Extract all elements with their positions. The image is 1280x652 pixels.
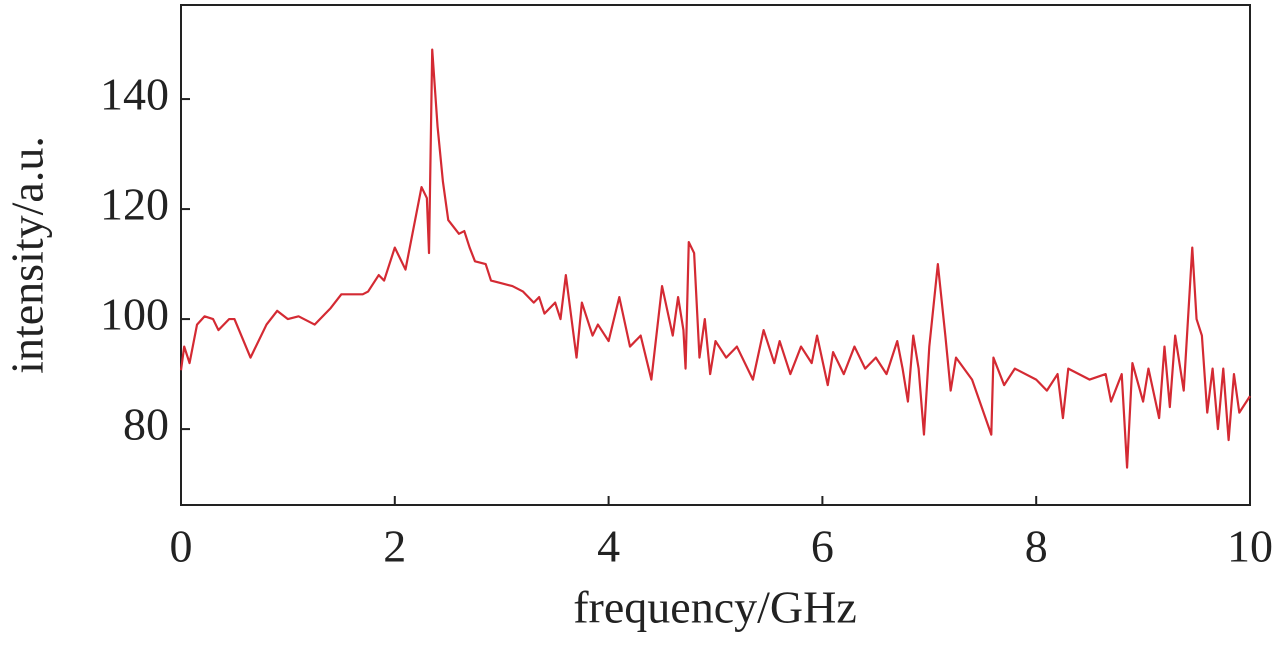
data-line — [179, 48, 1251, 469]
x-tick-label: 8 — [1025, 521, 1048, 572]
x-tick-label: 2 — [383, 521, 406, 572]
x-axis-label: frequency/GHz — [573, 582, 857, 633]
y-tick-label: 100 — [100, 289, 169, 340]
x-tick-label: 4 — [597, 521, 620, 572]
y-tick-label: 140 — [100, 69, 169, 120]
x-tick-label: 10 — [1227, 521, 1273, 572]
y-tick-label: 120 — [100, 179, 169, 230]
x-tick-label: 0 — [170, 521, 193, 572]
x-tick-label: 6 — [811, 521, 834, 572]
y-axis-label: intensity/a.u. — [2, 136, 53, 374]
y-tick-label: 80 — [123, 399, 169, 450]
plot-frame — [180, 4, 1251, 506]
